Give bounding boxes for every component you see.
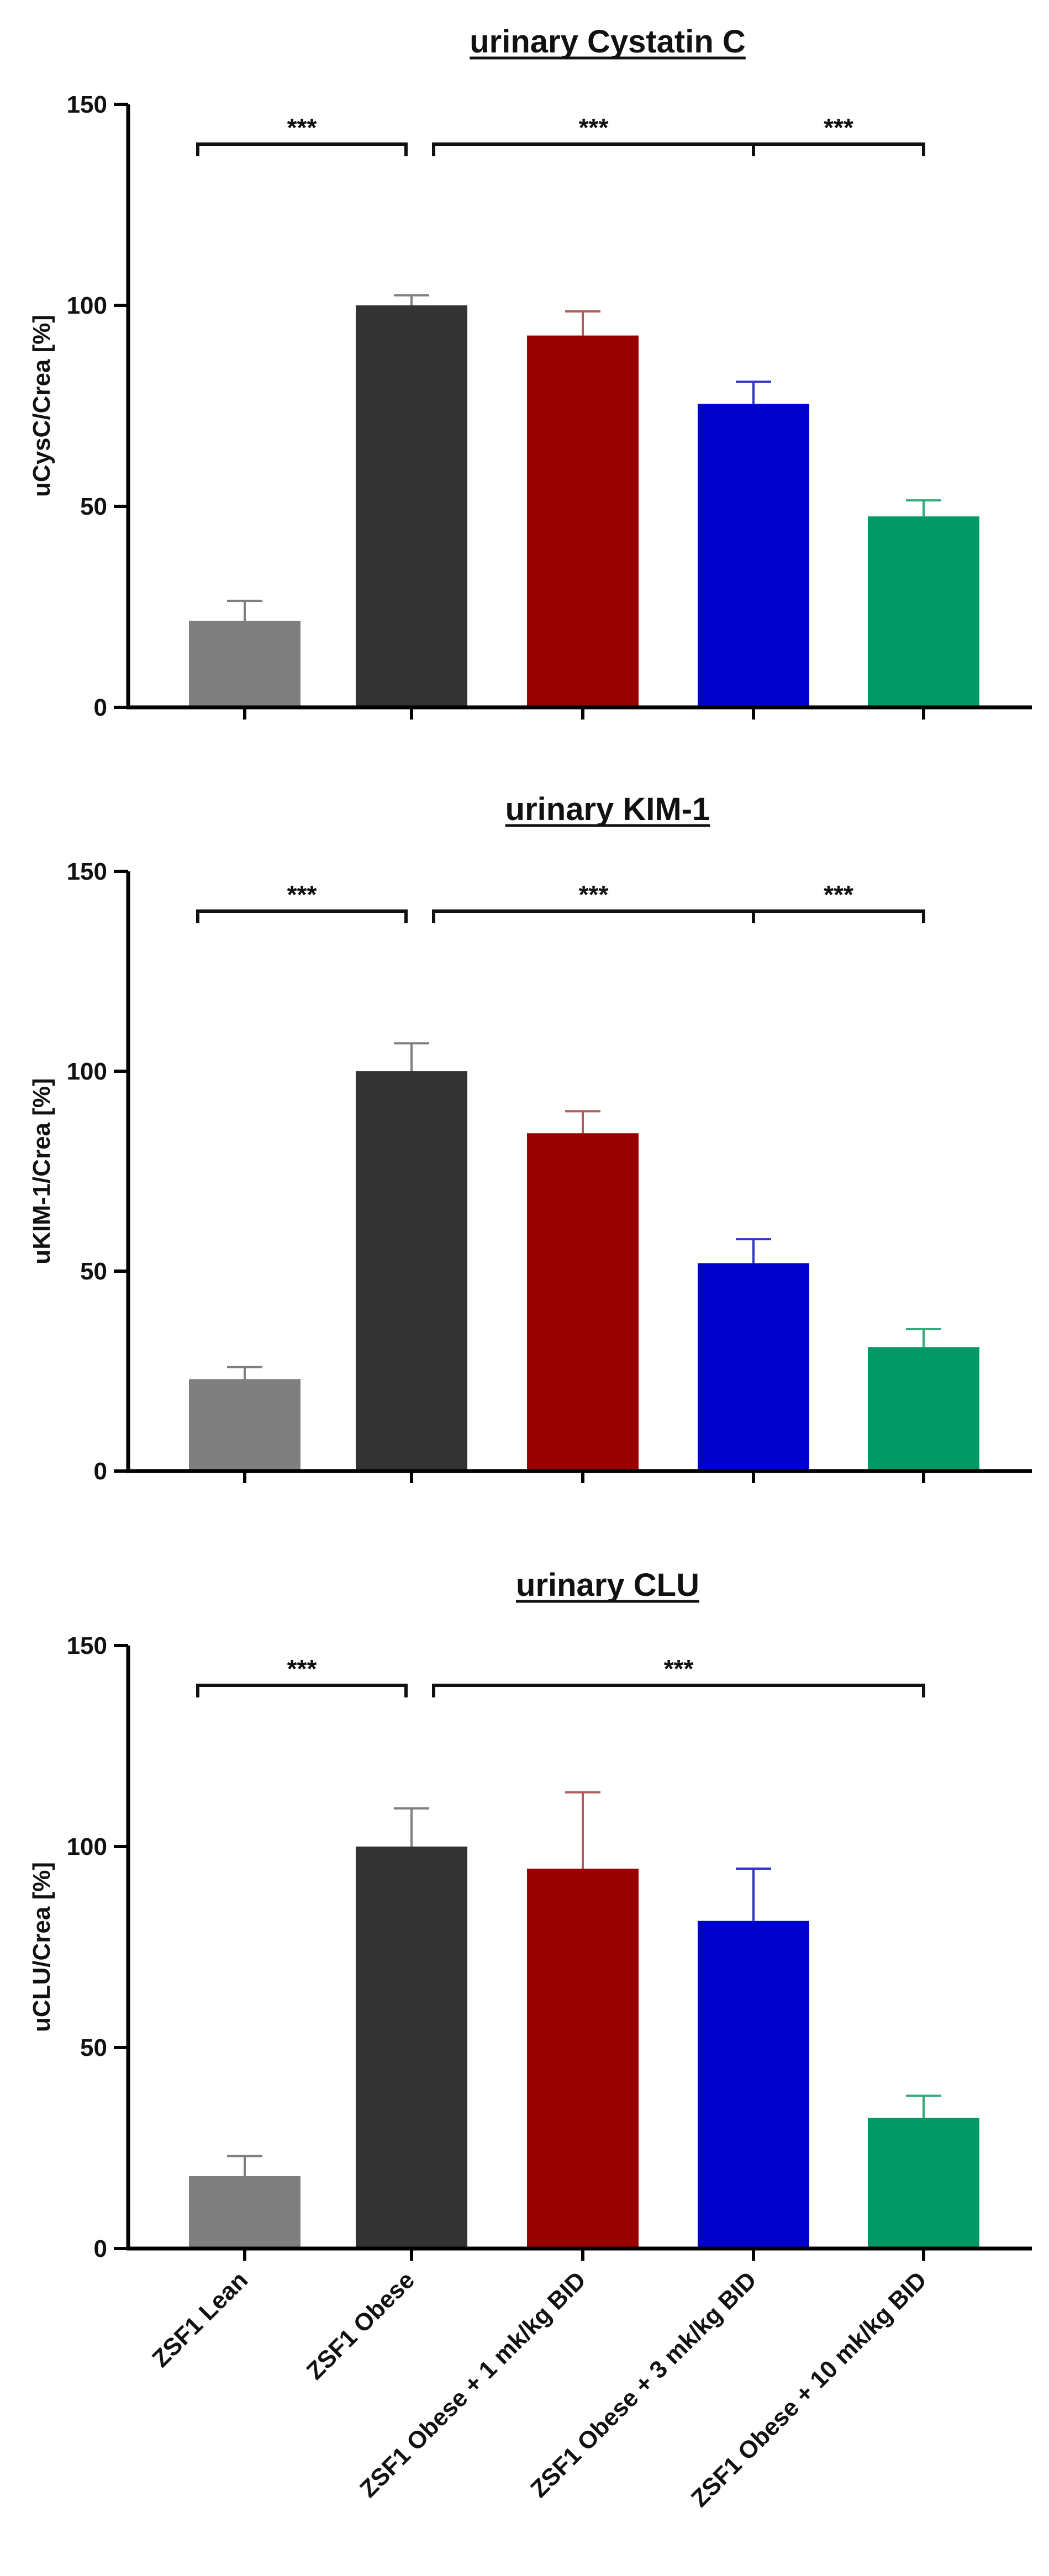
- y-tick-label: 150: [67, 91, 107, 118]
- y-tick-label: 100: [67, 292, 107, 319]
- significance-bracket: [196, 909, 408, 923]
- significance-label: ***: [287, 1654, 317, 1683]
- y-tick-label: 100: [67, 1058, 107, 1085]
- chart-title: urinary CLU: [516, 1567, 699, 1603]
- bar-2: [356, 1847, 467, 2249]
- y-tick-label: 150: [67, 1632, 107, 1659]
- bar-5: [868, 1347, 979, 1471]
- x-tick-label: ZSF1 Lean: [147, 2266, 253, 2372]
- bar-4: [698, 404, 809, 707]
- significance-bracket: [196, 1684, 408, 1697]
- bar-3: [527, 1869, 639, 2249]
- y-tick-label: 50: [80, 2034, 107, 2061]
- y-tick-label: 50: [80, 493, 107, 520]
- bar-2: [356, 305, 467, 707]
- y-tick-label: 50: [80, 1258, 107, 1285]
- y-axis-label: uCysC/Crea [%]: [28, 315, 55, 497]
- bar-3: [527, 335, 639, 707]
- significance-bracket: [752, 909, 925, 923]
- significance-label: ***: [579, 113, 609, 142]
- significance-label: ***: [824, 880, 853, 909]
- bar-1: [189, 621, 301, 707]
- bar-4: [698, 1921, 809, 2249]
- chart-title: urinary Cystatin C: [470, 24, 746, 60]
- y-tick-label: 100: [67, 1833, 107, 1860]
- bar-2: [356, 1071, 467, 1471]
- y-tick-label: 150: [67, 858, 107, 885]
- significance-label: ***: [579, 880, 609, 909]
- significance-label: ***: [824, 113, 853, 142]
- chart-panel-3: urinary CLU uCLU/Crea [%] 0 50 100 150 *** ***: [28, 1567, 1032, 2262]
- chart-panel-2: urinary KIM-1 uKIM-1/Crea [%] 0 50 100 150 ***…: [28, 791, 1032, 1485]
- chart-panel-1: urinary Cystatin C uCysC/Crea [%] 0 50 100 15…: [28, 24, 1032, 721]
- significance-label: ***: [287, 113, 317, 142]
- bar-3: [527, 1133, 639, 1471]
- significance-label: ***: [287, 880, 317, 909]
- significance-bracket: [196, 142, 408, 156]
- significance-bracket: [752, 142, 925, 156]
- y-axis-label: uKIM-1/Crea [%]: [28, 1078, 55, 1264]
- bar-1: [189, 1379, 301, 1471]
- bar-1: [189, 2176, 301, 2249]
- bar-4: [698, 1263, 809, 1471]
- y-tick-label: 0: [94, 1458, 107, 1485]
- significance-bracket: [432, 909, 755, 923]
- significance-bracket: [432, 1684, 925, 1697]
- y-tick-label: 0: [94, 2235, 107, 2262]
- significance-label: ***: [664, 1654, 694, 1683]
- significance-bracket: [432, 142, 755, 156]
- y-axis-label: uCLU/Crea [%]: [28, 1862, 55, 2032]
- bar-5: [868, 516, 979, 707]
- chart-title: urinary KIM-1: [505, 791, 710, 827]
- x-tick-label: ZSF1 Obese: [302, 2266, 420, 2384]
- y-tick-label: 0: [94, 694, 107, 721]
- bar-5: [868, 2118, 979, 2249]
